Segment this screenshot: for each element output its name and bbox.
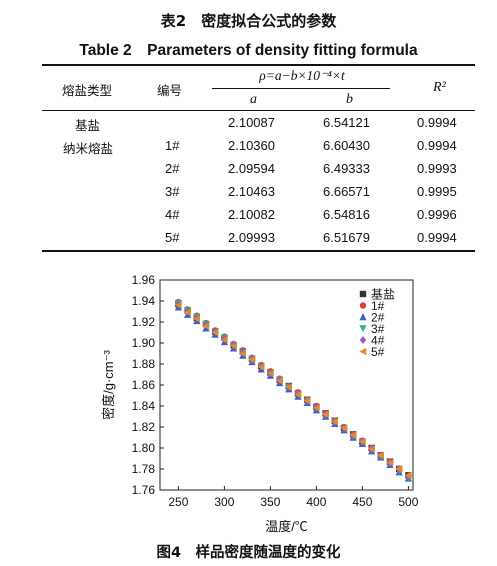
row-4-b: 6.54816 <box>323 207 370 222</box>
data-point-5 <box>239 349 246 358</box>
row-5-r2: 0.9994 <box>417 230 457 245</box>
y-axis-label: 密度/g·cm⁻³ <box>101 349 116 419</box>
data-point-5 <box>349 431 357 439</box>
row-0-type: 基盐 <box>75 118 101 133</box>
y-tick-label: 1.92 <box>132 315 156 329</box>
data-point-5 <box>303 397 311 405</box>
row-1-b: 6.60430 <box>323 138 370 153</box>
data-point-5 <box>202 322 210 330</box>
x-tick-label: 450 <box>352 495 372 509</box>
row-4-r2: 0.9996 <box>417 207 457 222</box>
row-1-type: 纳米熔盐 <box>63 141 114 156</box>
table-caption-cn: 表2 密度拟合公式的参数 <box>160 12 337 30</box>
legend-label: 2# <box>371 311 385 325</box>
table-bottom-rule <box>42 250 475 252</box>
data-point-5 <box>174 301 182 309</box>
row-4-a: 2.10082 <box>228 207 275 222</box>
legend-label: 4# <box>371 334 385 348</box>
row-0-r2: 0.9994 <box>417 115 457 130</box>
header-id: 编号 <box>157 83 183 98</box>
y-tick-label: 1.90 <box>132 336 156 350</box>
legend-marker <box>359 347 367 356</box>
data-point-5 <box>395 465 403 473</box>
x-axis-label: 温度/℃ <box>265 519 308 534</box>
row-1-a: 2.10360 <box>228 138 275 153</box>
data-point-5 <box>358 438 366 446</box>
table-caption-en: Table 2 Parameters of density fitting fo… <box>79 42 418 59</box>
table-header-rule <box>42 110 475 111</box>
data-point-5 <box>248 356 256 364</box>
row-3-b: 6.66571 <box>323 184 370 199</box>
data-point-5 <box>257 363 265 371</box>
row-3-r2: 0.9995 <box>417 184 457 199</box>
data-point-5 <box>377 451 384 459</box>
row-5-b: 6.51679 <box>323 230 370 245</box>
header-type: 熔盐类型 <box>62 83 113 98</box>
data-point-5 <box>321 410 329 418</box>
figure-caption: 图4 样品密度随温度的变化 <box>156 545 341 561</box>
header-formula: ρ=a−b×10⁻⁴×t <box>259 68 345 83</box>
row-2-r2: 0.9993 <box>417 161 457 176</box>
x-tick-label: 400 <box>306 495 326 509</box>
y-tick-label: 1.94 <box>132 294 156 308</box>
header-r2: R² <box>433 80 446 95</box>
density-temperature-chart: 1.76 1.78 1.80 1.82 1.84 1.86 1.88 1.90 1.92 1.94… <box>101 273 419 534</box>
x-tick-label: 350 <box>260 495 280 509</box>
legend-marker <box>359 290 367 298</box>
row-1-id: 1# <box>165 138 180 153</box>
data-point-5 <box>312 404 320 412</box>
data-point-5 <box>266 369 274 378</box>
data-point-5 <box>211 328 219 337</box>
legend-marker <box>359 336 367 344</box>
y-tick-label: 1.84 <box>132 399 156 413</box>
data-point-5 <box>331 418 338 426</box>
y-tick-label: 1.80 <box>132 441 156 455</box>
data-point-5 <box>367 445 375 453</box>
row-3-a: 2.10463 <box>228 184 275 199</box>
y-tick-label: 1.96 <box>132 273 156 287</box>
row-2-a: 2.09594 <box>228 161 275 176</box>
legend-marker <box>359 302 367 309</box>
legend-label: 基盐 <box>371 288 395 302</box>
data-point-5 <box>386 459 394 467</box>
x-tick-label: 300 <box>214 495 234 509</box>
legend-label: 3# <box>371 322 385 336</box>
row-2-id: 2# <box>165 161 180 176</box>
y-tick-label: 1.86 <box>132 378 156 392</box>
data-point-5 <box>229 342 237 350</box>
row-1-r2: 0.9994 <box>417 138 457 153</box>
legend-label: 5# <box>371 345 385 359</box>
y-tick-label: 1.88 <box>132 357 156 371</box>
row-4-id: 4# <box>165 207 180 222</box>
row-5-id: 5# <box>165 230 180 245</box>
data-point-5 <box>285 383 292 391</box>
x-tick-label: 250 <box>168 495 188 509</box>
data-point-5 <box>220 336 228 344</box>
row-5-a: 2.09993 <box>228 230 275 245</box>
table-top-rule <box>42 64 475 66</box>
y-tick-label: 1.78 <box>132 462 156 476</box>
row-0-a: 2.10087 <box>228 115 275 130</box>
table-formula-rule <box>212 88 390 89</box>
data-point-5 <box>183 308 191 317</box>
data-point-5 <box>340 424 348 432</box>
row-0-b: 6.54121 <box>323 115 370 130</box>
header-b: b <box>346 92 353 107</box>
header-a: a <box>250 92 257 107</box>
legend-marker <box>359 325 367 333</box>
legend-marker <box>359 313 367 321</box>
data-point-5 <box>193 315 200 323</box>
x-tick-label: 500 <box>398 495 418 509</box>
data-point-5 <box>294 390 302 399</box>
data-point-5 <box>404 471 412 479</box>
data-point-5 <box>275 377 283 385</box>
row-2-b: 6.49333 <box>323 161 370 176</box>
y-tick-label: 1.76 <box>132 483 156 497</box>
y-tick-label: 1.82 <box>132 420 156 434</box>
row-3-id: 3# <box>165 184 180 199</box>
legend-label: 1# <box>371 299 385 313</box>
